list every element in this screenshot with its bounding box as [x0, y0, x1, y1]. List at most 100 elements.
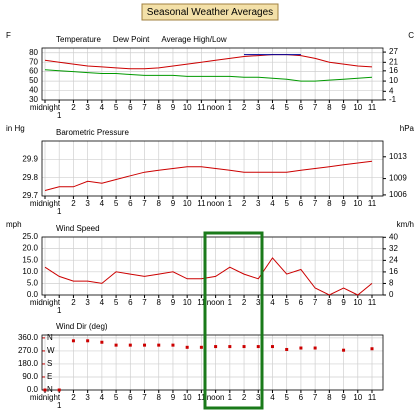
y-tick-label: 0.0 [27, 290, 39, 299]
y-tick-label: 20.0 [22, 244, 38, 253]
plot-area [42, 48, 383, 100]
x-tick-label: 11 [368, 393, 377, 402]
y-tick-label: 5.0 [27, 279, 39, 288]
x-tick-label: 1 [228, 298, 233, 307]
x-tick-label: 2 [71, 199, 76, 208]
y2-tick-label: 10 [389, 76, 398, 85]
y-tick-label: 90.0 [22, 372, 38, 381]
x-tick-label: 9 [171, 199, 176, 208]
x-tick-label: 6 [299, 103, 304, 112]
y2-tick-label: 1009 [389, 174, 407, 183]
point [228, 345, 232, 349]
x-tick-label: 11 [197, 393, 206, 402]
y-tick-label: 15.0 [22, 255, 38, 264]
plot-border [41, 140, 384, 197]
point [185, 345, 189, 349]
x-tick-label: 10 [183, 199, 192, 208]
x-tick-label: 8 [327, 298, 332, 307]
point [342, 348, 346, 352]
y-tick-label: 29.7 [22, 191, 38, 200]
y2-tick-label: 16 [389, 267, 398, 276]
x-tick-label: 8 [157, 103, 162, 112]
x-tick-label: noon [207, 393, 225, 402]
x-tick-label: 2 [242, 199, 247, 208]
x-tick-label: 7 [142, 298, 147, 307]
y-tick-label: 360.0 [18, 333, 39, 342]
x-tick-label: 5 [114, 298, 119, 307]
y2-tick-label: 24 [389, 255, 398, 264]
x-tick-label: 2 [71, 298, 76, 307]
x-tick-label: 4 [100, 199, 105, 208]
x-tick-label: 2 [71, 103, 76, 112]
x-tick-label: 10 [353, 103, 362, 112]
y-tick-label: 29.8 [22, 173, 38, 182]
y-axis-label: F [6, 31, 11, 40]
y-tick-label: 10.0 [22, 267, 38, 276]
x-tick-label: 2 [242, 393, 247, 402]
x-tick-label: 3 [256, 103, 261, 112]
y-axis-label: in Hg [6, 124, 25, 133]
compass-label: W [47, 346, 55, 355]
x-tick-label: 7 [313, 103, 318, 112]
highlight-box [203, 231, 264, 410]
x-tick-label: 2 [242, 298, 247, 307]
series-line [44, 257, 373, 296]
x-tick-label: 3 [256, 199, 261, 208]
x-tick-label: 5 [114, 103, 119, 112]
y-tick-label: 60 [29, 67, 38, 76]
page-title: Seasonal Weather Averages [147, 7, 273, 18]
point [143, 343, 147, 347]
y-tick-label: 29.9 [22, 154, 38, 163]
y2-tick-label: 8 [389, 279, 394, 288]
x-tick-label: 3 [256, 298, 261, 307]
x-tick-label: 5 [284, 393, 289, 402]
point [43, 388, 47, 392]
x-tick-label: 3 [85, 393, 90, 402]
plot-border [41, 236, 384, 296]
legend-entry: Temperature [56, 35, 101, 44]
compass-label: N [47, 333, 53, 342]
x-tick-label: 6 [299, 199, 304, 208]
x-tick-label: 6 [128, 199, 133, 208]
x-tick-label: 4 [270, 298, 275, 307]
x-tick-label: 10 [183, 393, 192, 402]
plot-area [42, 335, 383, 390]
y-tick-label: 50 [29, 76, 38, 85]
point [256, 345, 260, 349]
x-tick-label: 6 [128, 103, 133, 112]
x-tick-label: 5 [284, 298, 289, 307]
x-tick-label: 1 [57, 306, 62, 315]
y2-axis-label: hPa [400, 124, 415, 133]
x-tick-label: 10 [183, 103, 192, 112]
x-tick-label: 4 [270, 393, 275, 402]
x-tick-label: noon [207, 298, 225, 307]
y2-tick-label: 16 [389, 66, 398, 75]
compass-label: E [47, 372, 52, 381]
plot-border [41, 334, 384, 391]
y2-tick-label: 21 [389, 57, 398, 66]
x-tick-label: 1 [57, 111, 62, 120]
plot-area [42, 237, 383, 295]
y-tick-label: 30 [29, 95, 38, 104]
x-tick-label: 3 [256, 393, 261, 402]
y-tick-label: 70 [29, 57, 38, 66]
x-tick-label: 4 [270, 103, 275, 112]
point [299, 346, 303, 350]
x-tick-label: 7 [313, 393, 318, 402]
legend-entry: Dew Point [113, 35, 150, 44]
x-tick-label: 10 [183, 298, 192, 307]
series-line [44, 54, 373, 70]
point [199, 345, 203, 349]
y-axis-label: mph [6, 220, 22, 229]
panel-title: Barometric Pressure [56, 128, 129, 137]
x-tick-label: 6 [299, 393, 304, 402]
x-tick-label: 1 [57, 207, 62, 216]
x-tick-label: 8 [327, 393, 332, 402]
point [86, 339, 90, 343]
x-tick-label: 8 [327, 103, 332, 112]
x-tick-label: midnight [30, 103, 61, 112]
x-tick-label: 9 [341, 298, 346, 307]
point [313, 346, 317, 350]
x-tick-label: 6 [128, 298, 133, 307]
